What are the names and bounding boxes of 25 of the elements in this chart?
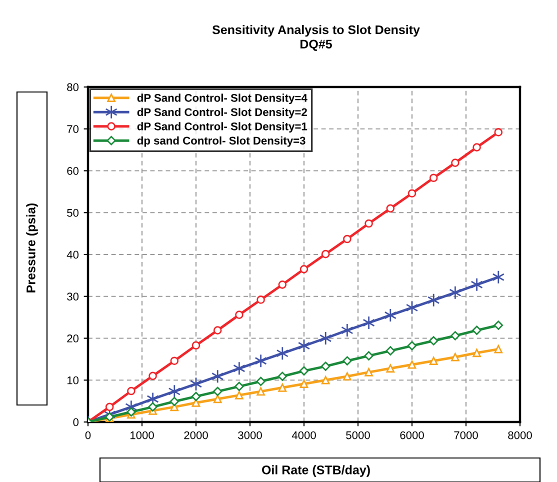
- legend-label: dP Sand Control- Slot Density=2: [137, 108, 307, 118]
- y-tick-label: 70: [67, 125, 79, 134]
- y-tick-label: 50: [67, 208, 79, 217]
- x-tick-label: 6000: [400, 431, 424, 440]
- legend-label: dP Sand Control- Slot Density=4: [137, 94, 308, 104]
- x-tick-label: 3000: [238, 431, 262, 440]
- y-tick-label: 80: [67, 83, 79, 92]
- x-axis-title: Oil Rate (STB/day): [262, 465, 370, 477]
- x-tick-label: 8000: [508, 431, 532, 440]
- y-tick-label: 30: [67, 292, 79, 301]
- x-tick-label: 0: [85, 431, 91, 440]
- x-tick-label: 1000: [130, 431, 154, 440]
- legend-label: dp sand Control- Slot Density=3: [137, 136, 306, 147]
- x-tick-label: 5000: [346, 431, 370, 440]
- y-tick-label: 60: [67, 167, 79, 175]
- y-tick-label: 0: [73, 418, 79, 426]
- chart-title: Sensitivity Analysis to Slot Density DQ#5: [212, 24, 420, 51]
- y-tick-label: 40: [66, 250, 79, 259]
- y-axis-title: Pressure (psia): [26, 203, 38, 292]
- x-tick-label: 4000: [292, 431, 316, 440]
- x-tick-label: 2000: [184, 431, 208, 440]
- y-tick-label: 20: [67, 334, 79, 342]
- x-tick-label: 7000: [454, 431, 478, 440]
- legend-label: dP Sand Control- Slot Density=1: [137, 122, 308, 133]
- y-tick-label: 10: [67, 376, 79, 384]
